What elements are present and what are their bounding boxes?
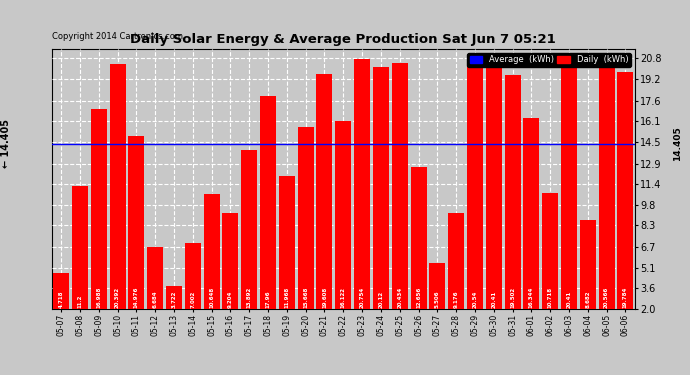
Text: 19.784: 19.784: [623, 287, 628, 308]
Text: 20.54: 20.54: [473, 291, 477, 308]
Text: 16.344: 16.344: [529, 287, 534, 308]
Text: 19.502: 19.502: [510, 287, 515, 308]
Text: 20.12: 20.12: [378, 291, 384, 308]
Text: 20.41: 20.41: [566, 291, 571, 308]
Bar: [110, 63, 126, 309]
Text: 20.754: 20.754: [359, 287, 364, 308]
Bar: [166, 286, 182, 309]
Text: 5.506: 5.506: [435, 291, 440, 308]
Text: 10.648: 10.648: [209, 287, 214, 308]
Text: 4.718: 4.718: [59, 291, 63, 308]
Bar: [335, 121, 351, 309]
Bar: [561, 63, 577, 309]
Bar: [241, 150, 257, 309]
Bar: [354, 59, 370, 309]
Text: 12.656: 12.656: [416, 287, 421, 308]
Bar: [392, 63, 408, 309]
Bar: [185, 243, 201, 309]
Bar: [317, 74, 333, 309]
Bar: [599, 61, 615, 309]
Bar: [486, 63, 502, 309]
Text: 17.96: 17.96: [266, 291, 270, 308]
Text: 10.718: 10.718: [548, 287, 553, 308]
Text: 3.722: 3.722: [172, 291, 177, 308]
Text: 11.968: 11.968: [284, 287, 289, 308]
Text: 9.176: 9.176: [453, 291, 459, 308]
Bar: [542, 193, 558, 309]
Text: 20.41: 20.41: [491, 291, 496, 308]
Text: 11.2: 11.2: [77, 295, 83, 308]
Bar: [448, 213, 464, 309]
Bar: [467, 62, 483, 309]
Text: 9.204: 9.204: [228, 291, 233, 308]
Bar: [53, 273, 69, 309]
Bar: [222, 213, 239, 309]
Text: 20.434: 20.434: [397, 287, 402, 308]
Bar: [260, 96, 276, 309]
Text: 14.405: 14.405: [673, 126, 682, 161]
Text: 16.988: 16.988: [97, 287, 101, 308]
Text: 20.566: 20.566: [604, 287, 609, 308]
Bar: [128, 136, 144, 309]
Text: 7.002: 7.002: [190, 291, 195, 308]
Bar: [91, 109, 107, 309]
Bar: [373, 67, 389, 309]
Title: Daily Solar Energy & Average Production Sat Jun 7 05:21: Daily Solar Energy & Average Production …: [130, 33, 556, 46]
Bar: [580, 220, 595, 309]
Text: 8.682: 8.682: [585, 291, 590, 308]
Text: 20.392: 20.392: [115, 287, 120, 308]
Text: 14.976: 14.976: [134, 287, 139, 308]
Bar: [279, 176, 295, 309]
Bar: [523, 118, 540, 309]
Bar: [429, 262, 445, 309]
Bar: [147, 247, 164, 309]
Text: 6.684: 6.684: [152, 291, 158, 308]
Legend: Average  (kWh), Daily  (kWh): Average (kWh), Daily (kWh): [467, 53, 631, 67]
Bar: [618, 72, 633, 309]
Text: 15.668: 15.668: [303, 287, 308, 308]
Bar: [204, 194, 219, 309]
Text: 19.608: 19.608: [322, 287, 327, 308]
Bar: [72, 186, 88, 309]
Bar: [504, 75, 520, 309]
Text: 16.122: 16.122: [341, 287, 346, 308]
Bar: [411, 167, 426, 309]
Text: 13.892: 13.892: [247, 287, 252, 308]
Text: Copyright 2014 Cartronics.com: Copyright 2014 Cartronics.com: [52, 32, 183, 41]
Text: ← 14.405: ← 14.405: [1, 119, 11, 168]
Bar: [297, 127, 314, 309]
